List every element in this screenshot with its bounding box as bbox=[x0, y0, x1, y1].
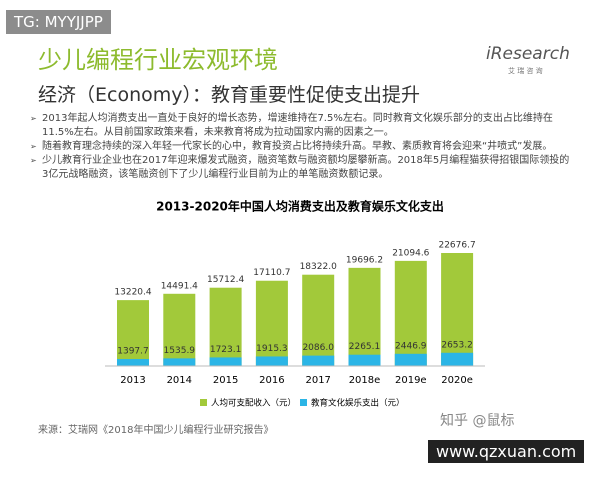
logo-sub: 艾 瑞 咨 询 bbox=[508, 67, 543, 75]
x-tick-label: 2015 bbox=[213, 375, 238, 386]
watermark: 知乎 @鼠标 bbox=[440, 413, 515, 429]
value-label: 1723.1 bbox=[210, 345, 242, 355]
bar bbox=[394, 260, 427, 366]
bar bbox=[209, 357, 242, 366]
value-label: 1915.3 bbox=[256, 344, 288, 354]
watermark: www.qzxuan.com bbox=[428, 440, 585, 463]
chart: 2013-2020年中国人均消费支出及教育娱乐文化支出 2013 13220.4 1… bbox=[105, 199, 485, 409]
value-label: 1397.7 bbox=[117, 347, 149, 357]
bullet: 少儿教育行业企业也在2017年迎来爆发式融资，融资笔数与融资额均屡攀新高。201… bbox=[30, 154, 570, 182]
x-tick-label: 2018e bbox=[349, 375, 381, 386]
bullets: 2013年起人均消费支出一直处于良好的增长态势，增速维持在7.5%左右。同时教育… bbox=[30, 112, 570, 182]
value-label: 14491.4 bbox=[161, 281, 198, 291]
x-tick-label: 2019e bbox=[395, 375, 427, 386]
bar bbox=[117, 300, 149, 366]
value-label: 21094.6 bbox=[392, 248, 429, 258]
bar bbox=[394, 353, 427, 366]
bar bbox=[441, 352, 474, 366]
value-label: 1535.9 bbox=[164, 346, 196, 356]
bar bbox=[255, 356, 288, 366]
value-label: 22676.7 bbox=[438, 241, 475, 251]
subtitle: 经济（Economy）：教育重要性促使支出提升 bbox=[38, 84, 420, 106]
legend-swatch bbox=[200, 399, 207, 406]
value-label: 2653.2 bbox=[441, 340, 473, 350]
bar bbox=[163, 293, 196, 366]
value-label: 2446.9 bbox=[395, 341, 427, 351]
bar bbox=[117, 359, 149, 366]
slide-title: 少儿编程行业宏观环境 bbox=[38, 46, 278, 74]
x-tick-label: 2014 bbox=[167, 375, 192, 386]
value-label: 2086.0 bbox=[302, 343, 334, 353]
value-label: 19696.2 bbox=[346, 255, 383, 265]
value-label: 17110.7 bbox=[253, 268, 290, 278]
bar bbox=[302, 274, 335, 366]
legend-label: 人均可支配收入（元） bbox=[211, 398, 296, 409]
bar bbox=[348, 267, 381, 366]
chart-title: 2013-2020年中国人均消费支出及教育娱乐文化支出 bbox=[156, 199, 444, 214]
bar bbox=[348, 354, 381, 366]
logo: iResearch bbox=[486, 44, 570, 64]
watermark: TG: MYYJJPP bbox=[6, 10, 111, 34]
source: 来源：艾瑞网《2018年中国少儿编程行业研究报告》 bbox=[38, 425, 274, 436]
bar bbox=[209, 287, 242, 366]
x-tick-label: 2020e bbox=[441, 375, 473, 386]
legend-swatch bbox=[300, 399, 307, 406]
value-label: 2265.1 bbox=[349, 342, 381, 352]
x-tick-label: 2016 bbox=[259, 375, 284, 386]
value-label: 13220.4 bbox=[114, 288, 151, 298]
bar bbox=[163, 358, 196, 366]
bullet: 2013年起人均消费支出一直处于良好的增长态势，增速维持在7.5%左右。同时教育… bbox=[30, 112, 570, 140]
bar bbox=[302, 355, 335, 366]
x-tick-label: 2013 bbox=[120, 375, 145, 386]
legend-label: 教育文化娱乐支出（元） bbox=[311, 398, 405, 409]
x-tick-label: 2017 bbox=[305, 375, 330, 386]
bar bbox=[441, 253, 474, 366]
bar bbox=[255, 280, 288, 366]
bullet: 随着教育理念持续的深入年轻一代家长的心中，教育投资占比将持续升高。早教、素质教育… bbox=[30, 140, 570, 154]
value-label: 18322.0 bbox=[300, 262, 337, 272]
value-label: 15712.4 bbox=[207, 275, 244, 285]
